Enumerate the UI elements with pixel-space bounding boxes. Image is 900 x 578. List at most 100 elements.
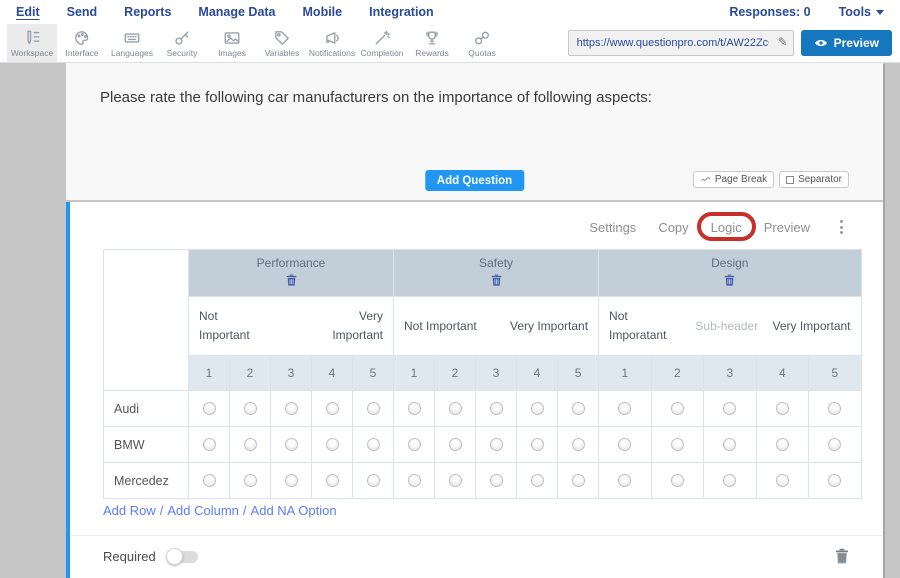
radio-option[interactable] (284, 437, 298, 451)
radio-option[interactable] (775, 401, 789, 415)
question-text[interactable]: Please rate the following car manufactur… (100, 89, 652, 106)
radio-option[interactable] (243, 473, 257, 487)
radio-option[interactable] (366, 437, 380, 451)
radio-option[interactable] (618, 437, 632, 451)
action-logic[interactable]: Logic (696, 211, 756, 241)
radio-option[interactable] (366, 401, 380, 415)
radio-option[interactable] (489, 401, 503, 415)
radio-option[interactable] (670, 437, 684, 451)
subheader-safety[interactable]: Not Important Very Important (393, 296, 600, 356)
nav-item-manage-data[interactable]: Manage Data (198, 5, 276, 19)
subheader-performance[interactable]: Not Important Very Important (187, 296, 395, 356)
action-settings[interactable]: Settings (589, 219, 637, 235)
radio-option[interactable] (202, 401, 216, 415)
subheader-design[interactable]: Not Imporatant Sub-header Very Important (598, 296, 862, 356)
radio-option[interactable] (448, 437, 462, 451)
delete-question-icon[interactable] (835, 548, 849, 564)
radio-option[interactable] (284, 473, 298, 487)
radio-option[interactable] (407, 437, 421, 451)
radio-option[interactable] (489, 437, 503, 451)
action-copy[interactable]: Copy (658, 219, 689, 235)
survey-url-input[interactable] (567, 30, 794, 56)
radio-option[interactable] (448, 401, 462, 415)
radio-option[interactable] (828, 437, 842, 451)
page-break-button[interactable]: Page Break (692, 171, 775, 188)
radio-option[interactable] (828, 473, 842, 487)
toolbar-item-quotas[interactable]: Quotas (457, 24, 507, 62)
scrollbar[interactable] (883, 64, 885, 578)
radio-option[interactable] (618, 473, 632, 487)
radio-option[interactable] (448, 473, 462, 487)
radio-option[interactable] (530, 401, 544, 415)
radio-option[interactable] (407, 401, 421, 415)
anchor-label-right[interactable]: Very Important (510, 318, 589, 333)
add-na-option-link[interactable]: Add NA Option (250, 503, 337, 518)
add-row-link[interactable]: Add Row (103, 503, 156, 518)
radio-option[interactable] (670, 473, 684, 487)
radio-option[interactable] (530, 437, 544, 451)
toolbar-item-completion[interactable]: Completion (357, 24, 407, 62)
radio-option[interactable] (670, 401, 684, 415)
radio-option[interactable] (243, 401, 257, 415)
column-group-design[interactable]: Design (598, 249, 862, 297)
toolbar-item-images[interactable]: Images (207, 24, 257, 62)
toolbar-item-notifications[interactable]: Notifications (307, 24, 357, 62)
radio-option[interactable] (530, 473, 544, 487)
kebab-menu-icon[interactable] (836, 218, 847, 236)
radio-option[interactable] (571, 401, 585, 415)
add-question-button[interactable]: Add Question (424, 170, 525, 191)
radio-option[interactable] (775, 473, 789, 487)
toolbar-item-security[interactable]: Security (157, 24, 207, 62)
preview-button[interactable]: Preview (800, 30, 892, 56)
separator-button[interactable]: Separator (779, 171, 849, 188)
nav-item-edit[interactable]: Edit (16, 5, 40, 19)
add-column-link[interactable]: Add Column (167, 503, 239, 518)
column-group-safety[interactable]: Safety (393, 249, 600, 297)
radio-option[interactable] (243, 437, 257, 451)
nav-item-mobile[interactable]: Mobile (302, 5, 343, 19)
radio-option[interactable] (489, 473, 503, 487)
anchor-label-left[interactable]: Not Important (404, 318, 477, 333)
nav-item-integration[interactable]: Integration (369, 5, 434, 19)
row-label-audi[interactable]: Audi (103, 390, 189, 427)
anchor-label-left[interactable]: Not Imporatant (609, 309, 667, 342)
radio-option[interactable] (407, 473, 421, 487)
radio-option[interactable] (366, 473, 380, 487)
delete-column-group-icon[interactable] (491, 274, 502, 286)
radio-option[interactable] (202, 437, 216, 451)
toolbar-item-variables[interactable]: Variables (257, 24, 307, 62)
radio-option[interactable] (618, 401, 632, 415)
subheader-placeholder[interactable]: Sub-header (695, 318, 759, 333)
toolbar-item-interface[interactable]: Interface (57, 24, 107, 62)
row-label-bmw[interactable]: BMW (103, 426, 189, 463)
toolbar-item-workspace[interactable]: Workspace (7, 24, 57, 62)
radio-option[interactable] (325, 473, 339, 487)
edit-url-icon[interactable]: ✎ (777, 35, 788, 49)
delete-column-group-icon[interactable] (286, 274, 297, 286)
radio-option[interactable] (325, 437, 339, 451)
tools-menu[interactable]: Tools (839, 5, 884, 19)
nav-item-reports[interactable]: Reports (124, 5, 172, 19)
radio-option[interactable] (828, 401, 842, 415)
nav-item-send[interactable]: Send (66, 5, 98, 19)
delete-column-group-icon[interactable] (724, 274, 735, 286)
radio-option[interactable] (723, 473, 737, 487)
radio-option[interactable] (723, 437, 737, 451)
toolbar-item-rewards[interactable]: Rewards (407, 24, 457, 62)
row-label-mercedez[interactable]: Mercedez (103, 462, 189, 499)
anchor-label-right[interactable]: Very Important (332, 309, 384, 342)
column-group-performance[interactable]: Performance (188, 249, 395, 297)
radio-option[interactable] (571, 437, 585, 451)
anchor-label-left[interactable]: Not Important (199, 309, 250, 342)
radio-option[interactable] (775, 437, 789, 451)
radio-option[interactable] (202, 473, 216, 487)
anchor-label-right[interactable]: Very Important (772, 318, 851, 333)
toolbar-item-languages[interactable]: Languages (107, 24, 157, 62)
radio-option[interactable] (571, 473, 585, 487)
radio-option[interactable] (723, 401, 737, 415)
responses-count[interactable]: Responses: 0 (729, 5, 811, 19)
required-toggle[interactable] (165, 547, 198, 565)
action-preview[interactable]: Preview (763, 219, 810, 235)
radio-option[interactable] (284, 401, 298, 415)
radio-option[interactable] (325, 401, 339, 415)
